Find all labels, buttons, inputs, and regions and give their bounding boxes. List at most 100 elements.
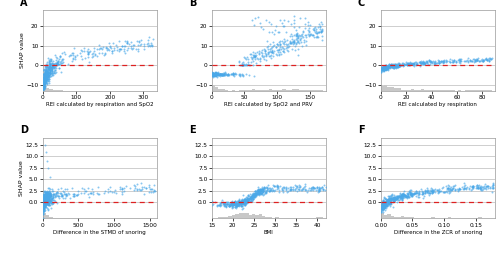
Point [45, 198, 53, 202]
Point [264, 52, 272, 56]
Point [427, 189, 435, 193]
Point [400, 61, 407, 65]
Point [456, 59, 464, 64]
Point [440, 60, 448, 64]
Point [40, 200, 48, 204]
Point [223, 73, 231, 77]
Point [387, 63, 395, 67]
Point [298, 44, 306, 48]
Point [380, 198, 388, 202]
Point [52, 58, 60, 62]
Point [40, 208, 48, 212]
Point [234, 203, 242, 207]
Point [211, 70, 219, 74]
Point [248, 57, 256, 61]
Point [222, 200, 230, 204]
Point [41, 198, 49, 202]
Point [42, 199, 50, 203]
Point [233, 201, 241, 205]
Point [252, 192, 260, 196]
Point [216, 202, 224, 206]
Point [472, 58, 480, 62]
Point [242, 197, 250, 201]
Point [251, 54, 259, 58]
Point [256, 188, 264, 192]
Point [384, 199, 392, 203]
Point [254, 56, 262, 60]
Point [435, 59, 443, 63]
Point [116, 185, 124, 189]
Point [434, 61, 442, 65]
Point [214, 72, 222, 76]
Point [48, 206, 56, 210]
Point [40, 201, 48, 205]
Point [108, 51, 116, 55]
Point [402, 194, 410, 198]
Point [254, 188, 262, 192]
Bar [215, 87, 218, 91]
Point [251, 54, 259, 58]
Point [485, 59, 493, 63]
Point [45, 73, 53, 77]
Point [150, 183, 158, 187]
Point [212, 71, 220, 75]
Point [240, 199, 248, 203]
Point [378, 206, 386, 210]
Point [46, 194, 54, 198]
Point [42, 70, 50, 74]
Point [241, 203, 249, 207]
Point [408, 194, 416, 198]
Point [40, 77, 48, 81]
Point [415, 60, 423, 64]
Point [58, 59, 66, 64]
Point [429, 188, 437, 192]
Point [232, 201, 240, 205]
Point [258, 188, 266, 192]
Point [70, 194, 78, 198]
Point [385, 62, 393, 67]
Point [400, 63, 408, 67]
Point [312, 25, 320, 29]
Point [106, 185, 114, 189]
Point [45, 195, 53, 199]
Point [39, 209, 47, 213]
Point [257, 50, 265, 54]
Point [431, 60, 439, 65]
Bar [431, 217, 434, 218]
Point [48, 69, 56, 73]
Point [380, 66, 388, 70]
Point [40, 200, 48, 204]
Point [226, 203, 234, 208]
Bar [482, 90, 485, 91]
Point [378, 204, 386, 208]
Point [40, 86, 48, 90]
Point [46, 191, 54, 195]
Point [41, 196, 49, 200]
Point [314, 187, 322, 191]
Point [382, 64, 390, 68]
Point [379, 205, 387, 210]
Point [240, 197, 248, 201]
Point [419, 61, 427, 66]
Point [396, 194, 404, 198]
Point [386, 197, 394, 201]
Point [42, 66, 50, 70]
Point [382, 65, 390, 69]
Point [464, 59, 472, 63]
Point [389, 197, 397, 201]
Point [70, 51, 78, 55]
Point [474, 58, 482, 62]
Point [60, 189, 68, 194]
Point [54, 59, 62, 63]
Point [40, 73, 48, 77]
Point [282, 184, 290, 188]
Bar [282, 89, 286, 91]
Point [44, 197, 52, 201]
Point [290, 14, 298, 19]
Point [243, 196, 251, 200]
Point [261, 192, 269, 196]
Point [454, 60, 462, 64]
Point [420, 60, 428, 65]
Point [42, 198, 50, 202]
Point [69, 53, 77, 57]
